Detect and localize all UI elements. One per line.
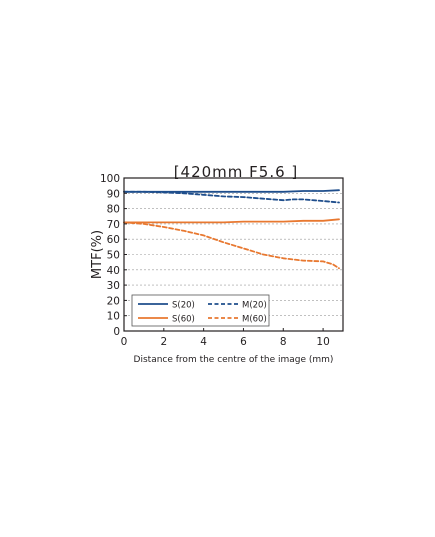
y-tick-label-50: 50 [107, 250, 120, 262]
legend-label-0: S(20) [172, 301, 195, 311]
y-tick-label-80: 80 [107, 204, 120, 216]
x-tick-label-0: 0 [121, 336, 128, 348]
y-axis-ticks: 0 10 20 30 40 50 60 70 80 90 100 [100, 173, 127, 338]
legend-box [131, 294, 270, 327]
y-tick-label-90: 90 [107, 188, 120, 200]
y-tick-label-30: 30 [107, 280, 120, 292]
x-tick-label-2: 2 [160, 336, 167, 348]
y-axis-label: MTF(%) [90, 230, 105, 279]
legend-label-2: S(60) [172, 315, 195, 325]
series-line-2 [123, 218, 340, 224]
chart-title: [420mm F5.6 ] [174, 163, 299, 181]
series-line-1 [123, 190, 340, 204]
legend-label-1: M(20) [242, 301, 267, 311]
legend-label-3: M(60) [242, 315, 267, 325]
y-tick-label-0: 0 [113, 326, 120, 338]
y-tick-label-100: 100 [100, 173, 120, 185]
x-tick-label-6: 6 [240, 336, 247, 348]
x-axis-ticks: 0 2 4 6 8 10 [121, 328, 330, 348]
y-tick-label-40: 40 [107, 265, 120, 277]
x-axis-label: Distance from the centre of the image (m… [134, 355, 334, 365]
x-tick-label-8: 8 [280, 336, 287, 348]
series-lines [123, 189, 340, 270]
y-tick-label-70: 70 [107, 219, 120, 231]
series-line-3 [123, 221, 340, 270]
y-tick-label-20: 20 [107, 295, 120, 307]
x-tick-label-10: 10 [316, 336, 329, 348]
legend: S(20) M(20) S(60) M(60) [131, 294, 270, 327]
y-tick-label-10: 10 [107, 311, 120, 323]
x-tick-label-4: 4 [200, 336, 207, 348]
y-tick-label-60: 60 [107, 234, 120, 246]
